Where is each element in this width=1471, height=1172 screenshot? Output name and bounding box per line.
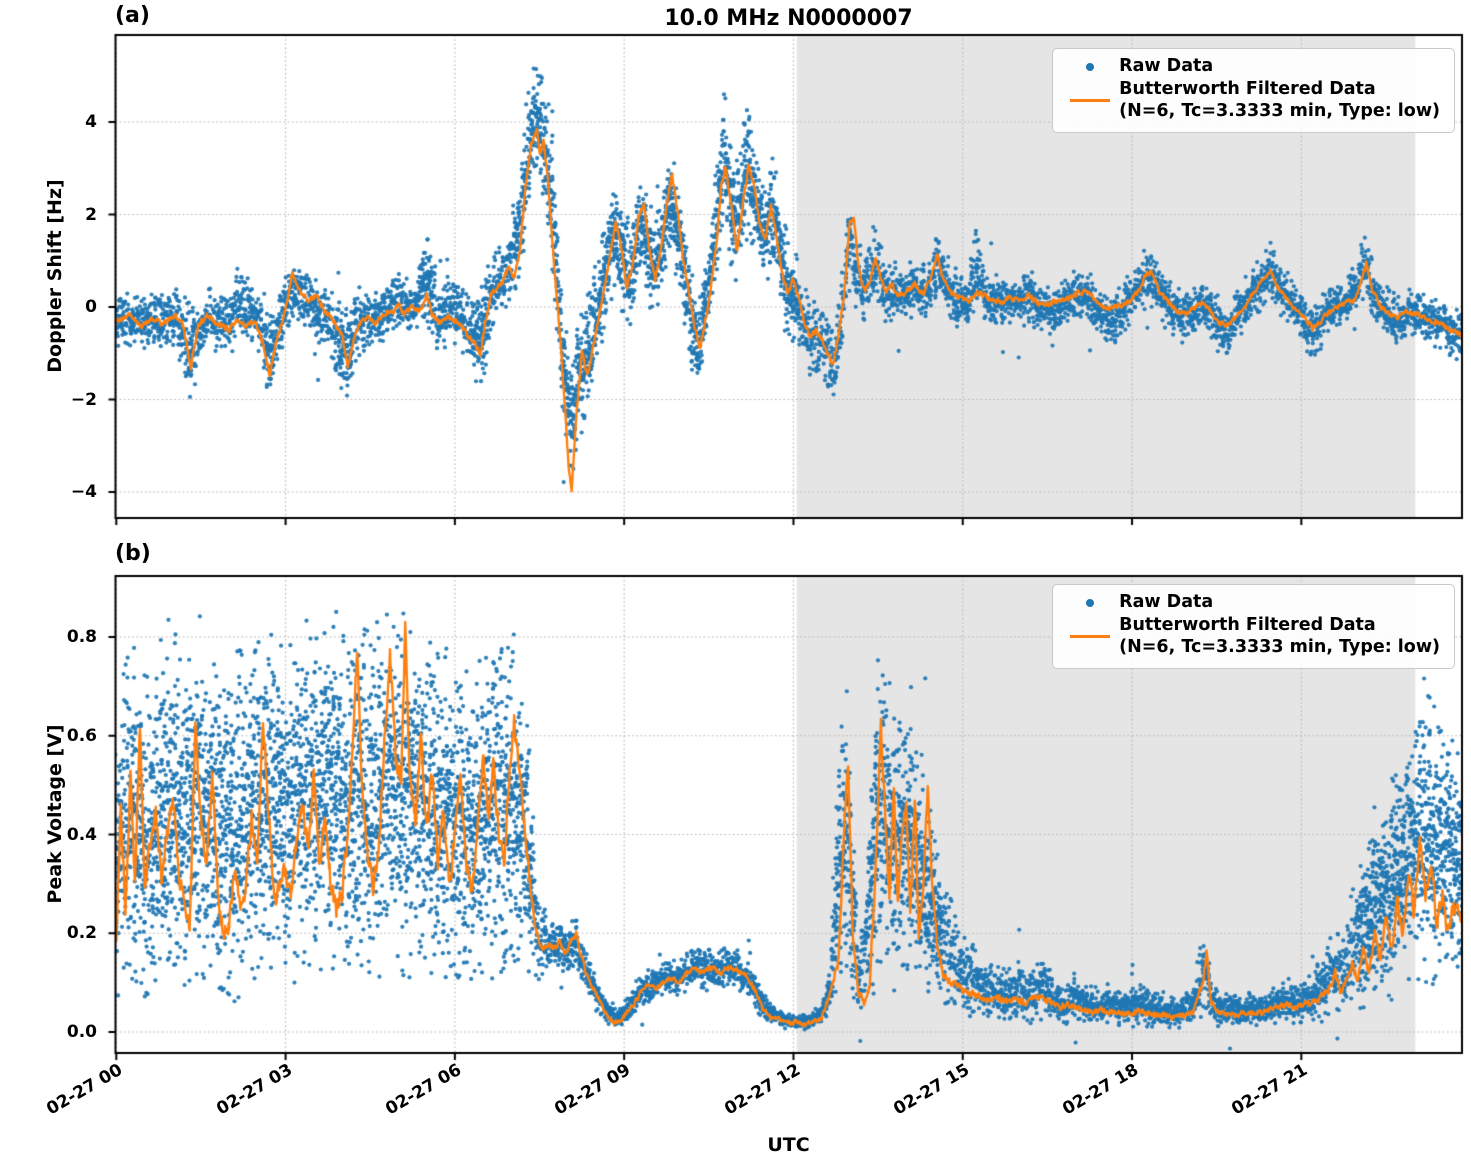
- raw-data-dot-icon: [1061, 62, 1119, 71]
- legend-raw-label: Raw Data: [1119, 56, 1214, 76]
- y-tick-label: 4: [85, 112, 97, 132]
- y-tick-label: 2: [85, 204, 97, 225]
- legend-filtered-label-line2: (N=6, Tc=3.3333 min, Type: low): [1119, 100, 1440, 121]
- panel-b-label: (b): [115, 541, 151, 566]
- page-title: 10.0 MHz N0000007: [664, 6, 913, 31]
- y-tick-label: 0.2: [66, 923, 97, 944]
- filtered-line-icon: [1061, 99, 1119, 103]
- x-axis-label-utc: UTC: [767, 1134, 810, 1156]
- y-tick-label: −2: [70, 389, 97, 410]
- legend-filtered-label-line1: Butterworth Filtered Data: [1119, 78, 1376, 99]
- raw-data-dot-icon: [1061, 598, 1119, 607]
- y-tick-label: 0.8: [66, 627, 97, 647]
- panel-a-label: (a): [115, 3, 150, 28]
- legend-raw-row: Raw Data: [1061, 592, 1440, 614]
- legend-filtered-label-line1: Butterworth Filtered Data: [1119, 614, 1376, 635]
- legend-filtered-label: Butterworth Filtered Data (N=6, Tc=3.333…: [1119, 79, 1440, 123]
- y-tick-label: 0.0: [66, 1022, 97, 1042]
- y-axis-label-doppler-shift: Doppler Shift [Hz]: [44, 179, 66, 373]
- legend-raw-row: Raw Data: [1061, 56, 1440, 78]
- y-axis-label-peak-voltage: Peak Voltage [V]: [44, 724, 66, 904]
- y-tick-label: 0: [85, 297, 97, 317]
- legend-panel-a: Raw Data Butterworth Filtered Data (N=6,…: [1052, 48, 1455, 133]
- legend-filtered-label-line2: (N=6, Tc=3.3333 min, Type: low): [1119, 636, 1440, 657]
- legend-filtered-row: Butterworth Filtered Data (N=6, Tc=3.333…: [1061, 615, 1440, 659]
- legend-panel-b: Raw Data Butterworth Filtered Data (N=6,…: [1052, 584, 1455, 669]
- legend-raw-label: Raw Data: [1119, 592, 1214, 612]
- y-tick-label: −4: [70, 482, 97, 502]
- legend-filtered-label: Butterworth Filtered Data (N=6, Tc=3.333…: [1119, 615, 1440, 659]
- filtered-line-icon: [1061, 635, 1119, 639]
- y-tick-label: 0.4: [66, 824, 97, 845]
- legend-filtered-row: Butterworth Filtered Data (N=6, Tc=3.333…: [1061, 79, 1440, 123]
- y-tick-label: 0.6: [66, 725, 97, 746]
